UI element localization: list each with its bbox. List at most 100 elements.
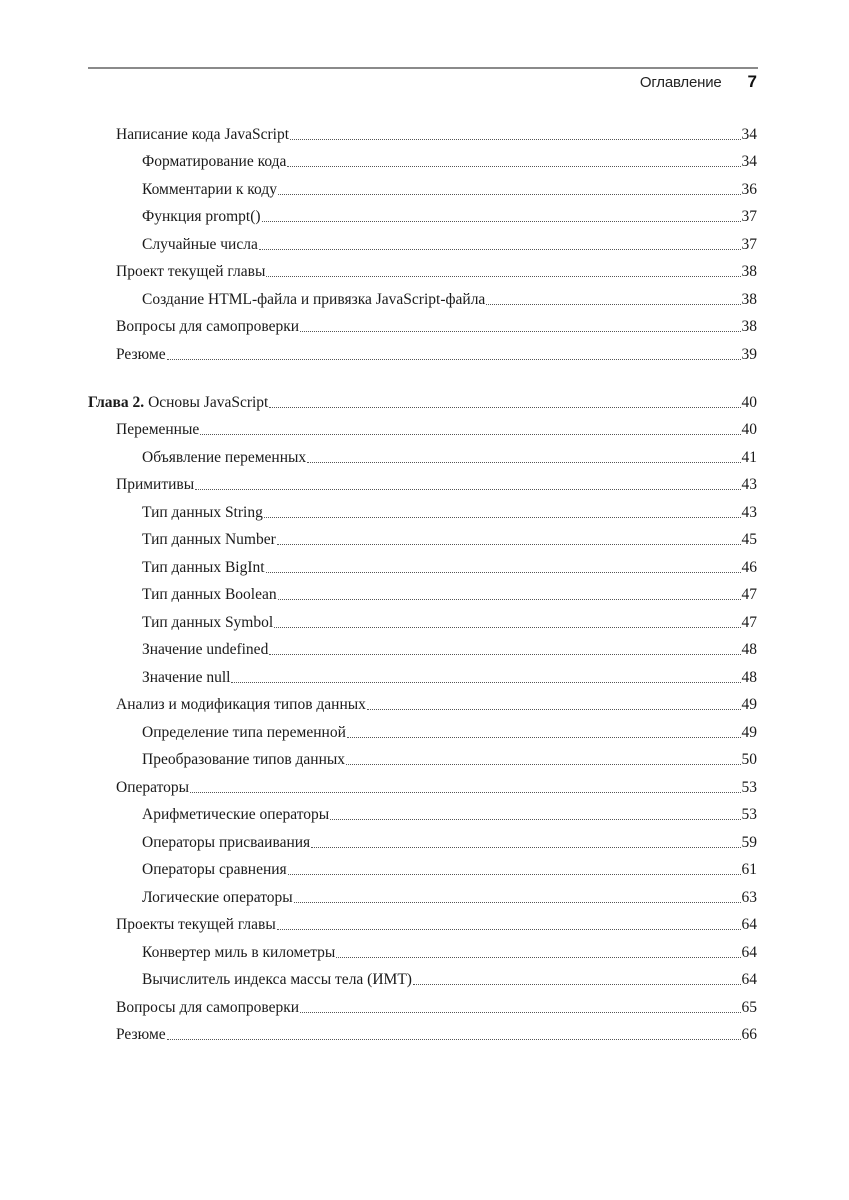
toc-entry[interactable]: Примитивы 43 [116,468,757,496]
dot-leader [293,901,741,903]
toc-entry-page: 41 [741,448,758,466]
toc-entry-title: Проекты текущей главы [116,915,276,935]
toc-entry[interactable]: Тип данных Symbol 47 [142,605,757,633]
toc-entry-title: Операторы [116,778,189,798]
toc-entry-page: 53 [741,806,758,823]
toc-entry-title: Тип данных Boolean [142,585,277,605]
toc-entry[interactable]: Тип данных Number 45 [142,523,757,551]
entry-title-text: Комментарии к коду [142,180,277,198]
header-rule [88,67,758,69]
toc-entry-title: Тип данных Symbol [142,613,273,633]
entry-title-text: Анализ и модификация типов данных [116,696,366,713]
entry-title-text: Конвертер миль в километры [142,943,336,961]
toc-entry-title: Логические операторы [142,888,293,908]
toc-entry[interactable]: Значение null 48 [142,660,757,688]
toc-entry[interactable]: Переменные 40 [116,413,757,441]
dot-leader [269,406,741,408]
toc-entry[interactable]: Резюме 66 [116,1018,757,1046]
toc-entry-title: Проект текущей главы [116,262,265,282]
dot-leader [366,709,741,710]
toc-entry[interactable]: Конвертер миль в километры 64 [142,935,757,963]
entry-title-text: Определение типа переменной [142,723,346,741]
dot-leader [486,303,741,305]
entry-title-text: Переменные [116,421,200,438]
dot-leader [265,571,741,573]
toc-entry[interactable]: Преобразование типов данных 50 [142,743,757,771]
dot-leader [300,331,741,332]
toc-entry[interactable]: Анализ и модификация типов данных 49 [116,688,757,716]
toc-entry-page: 34 [741,125,758,143]
toc-entry[interactable]: Значение undefined 48 [142,633,757,661]
toc-entry-title: Примитивы [116,475,194,495]
entry-title-text: Значение null [142,668,231,686]
dot-leader [258,248,741,250]
toc-entry[interactable]: Операторы присваивания 59 [142,825,757,853]
toc-entry-page: 53 [741,778,758,796]
toc-entry[interactable]: Объявление переменных 41 [142,440,757,468]
toc-entry[interactable]: Создание HTML-файла и привязка JavaScrip… [142,282,757,310]
dot-leader [195,489,741,490]
toc-entry-title: Глава 2. Основы JavaScript [88,393,268,413]
dot-leader [290,138,741,140]
entry-title-text: Вопросы для самопроверки [116,998,300,1016]
toc-entry-page: 64 [741,943,758,961]
dot-leader [346,764,741,765]
toc-entry-page: 48 [741,641,758,658]
toc-entry[interactable]: Вопросы для самопроверки 38 [116,310,757,338]
entry-title-text: Основы JavaScript [144,393,269,411]
toc-entry[interactable]: Функция prompt() 37 [142,200,757,228]
entry-title-text: Вопросы для самопроверки [116,318,300,335]
toc-section-2: Глава 2. Основы JavaScript 40 Переменные 40… [0,385,849,1045]
toc-entry-title: Вопросы для самопроверки [116,317,299,337]
dot-leader [200,434,741,435]
toc-entry[interactable]: Вопросы для самопроверки 65 [116,990,757,1018]
toc-entry-page: 65 [741,998,758,1016]
toc-entry-page: 39 [741,345,758,363]
dot-leader [263,516,741,518]
toc-entry-page: 64 [741,971,758,988]
toc-entry[interactable]: Комментарии к коду 36 [142,172,757,200]
toc-entry-page: 45 [741,531,758,548]
dot-leader [307,461,741,463]
toc-entry-page: 64 [741,916,758,933]
entry-title-text: Операторы сравнения [142,861,287,878]
toc-entry[interactable]: Операторы сравнения 61 [142,853,757,881]
dot-leader [336,956,741,958]
toc-entry[interactable]: Случайные числа 37 [142,227,757,255]
toc-entry[interactable]: Написание кода JavaScript 34 [116,117,757,145]
toc-entry[interactable]: Резюме 39 [116,337,757,365]
toc-entry[interactable]: Проект текущей главы 38 [116,255,757,283]
toc-chapter-entry[interactable]: Глава 2. Основы JavaScript 40 [88,385,757,413]
chapter-number: Глава 2. [88,393,145,411]
toc-entry-title: Функция prompt() [142,207,261,227]
toc-entry[interactable]: Тип данных Boolean 47 [142,578,757,606]
toc-entry[interactable]: Определение типа переменной 49 [142,715,757,743]
toc-entry[interactable]: Вычислитель индекса массы тела (ИМТ) 64 [142,963,757,991]
page-number: 7 [747,72,757,91]
toc-entry[interactable]: Форматирование кода 34 [142,145,757,173]
dot-leader [412,984,741,985]
entry-title-text: Резюме [116,1026,166,1043]
toc-entry[interactable]: Тип данных BigInt 46 [142,550,757,578]
toc-entry-page: 59 [741,833,758,851]
dot-leader [274,626,741,628]
toc-entry-title: Тип данных Number [142,530,276,550]
dot-leader [269,654,741,655]
entry-title-text: Вычислитель индекса массы тела (ИМТ) [142,971,412,988]
dot-leader [300,1011,741,1013]
entry-title-text: Проекты текущей главы [116,916,276,933]
toc-entry-title: Написание кода JavaScript [116,125,289,145]
toc-entry[interactable]: Проекты текущей главы 64 [116,908,757,936]
toc-entry-page: 43 [741,503,758,521]
toc-entry-title: Вопросы для самопроверки [116,998,299,1018]
toc-entry[interactable]: Арифметические операторы 53 [142,798,757,826]
toc-entry-title: Объявление переменных [142,448,306,468]
toc-entry[interactable]: Операторы 53 [116,770,757,798]
toc-entry-title: Вычислитель индекса массы тела (ИМТ) [142,970,412,990]
toc-entry-page: 63 [741,888,758,906]
toc-entry-page: 34 [741,153,758,170]
toc-entry[interactable]: Тип данных String 43 [142,495,757,523]
entry-title-text: Проект текущей главы [116,263,266,280]
toc-entry[interactable]: Логические операторы 63 [142,880,757,908]
dot-leader [330,819,741,820]
